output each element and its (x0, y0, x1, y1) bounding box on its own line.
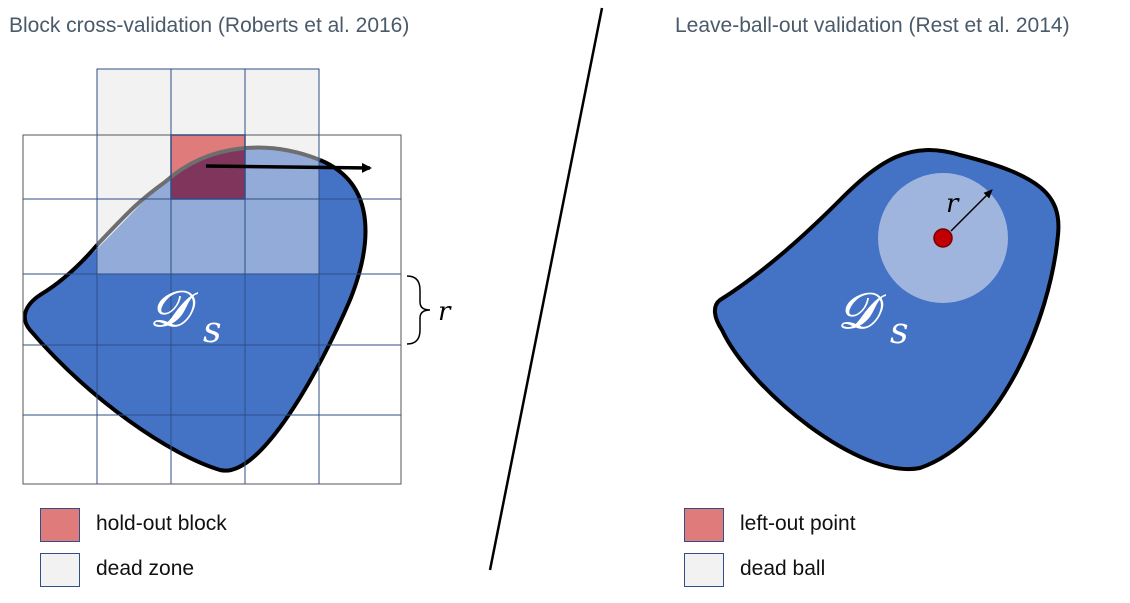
domain-subscript-left: s (203, 310, 221, 351)
radius-label-left: r (438, 297, 452, 327)
legend-label: left-out point (740, 512, 856, 535)
right-panel: r 𝓓 s (713, 148, 1061, 472)
domain-outline (22, 158, 368, 473)
radius-brace (406, 275, 431, 345)
domain-subscript-right: s (890, 311, 908, 352)
radius-arrow (950, 189, 993, 232)
domain-shape (713, 148, 1061, 472)
right-panel-title: Leave-ball-out validation (Rest et al. 2… (675, 14, 1070, 37)
left-out-point (933, 228, 953, 248)
block-shift-arrow (205, 162, 372, 173)
legend-label: dead zone (96, 557, 195, 580)
dead-zone-cell (170, 68, 246, 136)
radius-label-right: r (946, 189, 960, 219)
dead-zone-cell (96, 68, 172, 136)
domain-shape (24, 147, 366, 471)
left-panel: r 𝓓 s (22, 68, 452, 485)
legend-label: hold-out block (96, 512, 227, 535)
domain-outline-deadzone (95, 145, 321, 247)
panel-divider (488, 7, 604, 571)
legend-swatch-grey (40, 553, 80, 587)
legend-swatch-red (40, 508, 80, 542)
left-panel-title: Block cross-validation (Roberts et al. 2… (9, 14, 410, 37)
legend-swatch-red (684, 508, 724, 542)
legend-label: dead ball (740, 557, 826, 580)
legend-swatch-grey (684, 553, 724, 587)
dead-zone-cell (244, 68, 320, 136)
grid-lines (22, 134, 402, 485)
